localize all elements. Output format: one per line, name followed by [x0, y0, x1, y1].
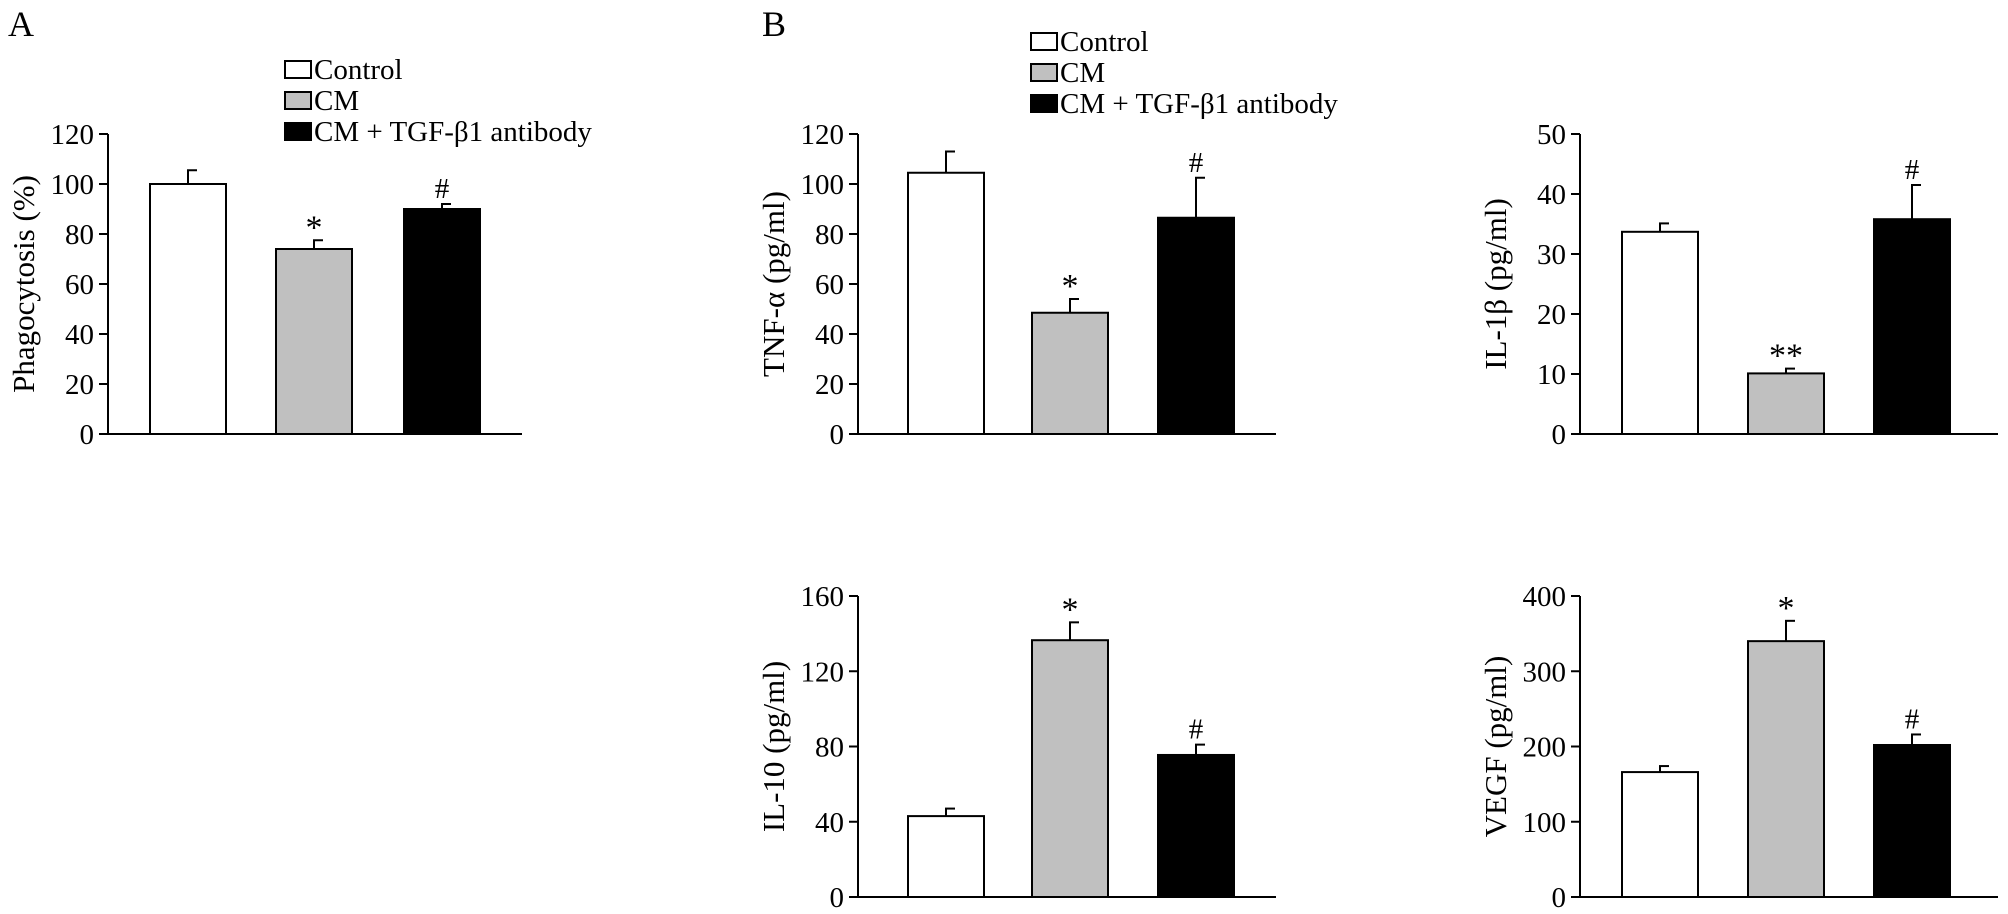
bar [1157, 216, 1235, 435]
legend-swatch-cm-antibody [1030, 94, 1058, 113]
y-tick-label: 0 [1552, 882, 1567, 914]
legend-swatch-cm [284, 91, 312, 110]
legend-item: Control [1030, 26, 1338, 57]
bar [1621, 771, 1699, 899]
legend-item: Control [284, 54, 592, 85]
y-tick-label: 20 [65, 369, 94, 401]
y-tick-label: 10 [1537, 359, 1566, 391]
legend-item: CM [1030, 57, 1338, 88]
y-tick-label: 50 [1537, 119, 1566, 151]
significance-marker: * [1062, 591, 1079, 628]
bar [907, 171, 985, 435]
bar [1157, 753, 1235, 899]
y-tick-label: 20 [815, 369, 844, 401]
y-tick-label: 200 [1523, 732, 1567, 764]
bar [1621, 230, 1699, 435]
y-tick-label: 300 [1523, 656, 1567, 688]
bar [1873, 218, 1951, 435]
y-tick-label: 40 [1537, 179, 1566, 211]
chart-il10: 0 40 80 120 160 IL-10 (pg/ml) * # [756, 581, 1276, 914]
bar [149, 183, 227, 435]
legend-b: Control CM CM + TGF-β1 antibody [1030, 26, 1338, 119]
legend-label-control: Control [314, 53, 403, 86]
bar [907, 815, 985, 899]
panel-label-a: A [8, 4, 34, 44]
y-tick-label: 100 [51, 169, 95, 201]
panel-label-b: B [762, 4, 787, 44]
chart-il1b: 0 10 20 30 40 50 IL-1β (pg/ml) ** # [1478, 119, 1998, 451]
y-tick-label: 160 [801, 581, 845, 613]
legend-item: CM + TGF-β1 antibody [284, 116, 592, 147]
legend-item: CM [284, 85, 592, 116]
significance-marker: # [435, 173, 450, 205]
chart-vegf: 0 100 200 300 400 VEGF (pg/ml) * # [1478, 581, 1998, 914]
legend-a: Control CM CM + TGF-β1 antibody [284, 54, 592, 147]
significance-marker: # [1905, 154, 1920, 186]
y-tick-label: 100 [801, 169, 845, 201]
significance-marker: # [1905, 703, 1920, 735]
y-tick-label: 40 [815, 319, 844, 351]
bar [1031, 311, 1109, 435]
significance-marker: # [1189, 147, 1204, 179]
y-tick-label: 80 [815, 732, 844, 764]
y-tick-label: 60 [65, 269, 94, 301]
legend-swatch-control [284, 60, 312, 79]
bar [1031, 639, 1109, 898]
y-tick-label: 80 [65, 219, 94, 251]
y-tick-label: 0 [830, 419, 845, 451]
y-tick-label: 100 [1523, 807, 1567, 839]
legend-label-control: Control [1060, 25, 1149, 58]
y-axis-label: IL-1β (pg/ml) [1478, 198, 1513, 370]
significance-marker: # [1189, 714, 1204, 746]
y-tick-label: 20 [1537, 299, 1566, 331]
significance-marker: * [306, 209, 323, 246]
significance-marker: ** [1769, 338, 1803, 375]
significance-marker: * [1778, 590, 1795, 627]
y-tick-label: 400 [1523, 581, 1567, 613]
y-tick-label: 40 [815, 807, 844, 839]
legend-item: CM + TGF-β1 antibody [1030, 88, 1338, 119]
legend-swatch-cm-antibody [284, 122, 312, 141]
chart-tnf: 0 20 40 60 80 100 120 TNF-α (pg/ml) * # [756, 119, 1276, 451]
y-tick-label: 30 [1537, 239, 1566, 271]
bar [1873, 743, 1951, 898]
significance-marker: * [1062, 268, 1079, 305]
y-tick-label: 0 [80, 419, 95, 451]
legend-label-cm-antibody: CM + TGF-β1 antibody [1060, 87, 1338, 120]
y-tick-label: 120 [801, 119, 845, 151]
bar [1747, 372, 1825, 435]
y-tick-label: 80 [815, 219, 844, 251]
y-tick-label: 0 [830, 882, 845, 914]
legend-label-cm: CM [314, 84, 360, 117]
y-tick-label: 0 [1552, 419, 1567, 451]
y-tick-label: 120 [801, 656, 845, 688]
bar [1747, 640, 1825, 899]
legend-swatch-cm [1030, 63, 1058, 82]
y-tick-label: 40 [65, 319, 94, 351]
y-tick-label: 120 [51, 119, 95, 151]
legend-swatch-control [1030, 32, 1058, 51]
y-axis-label: IL-10 (pg/ml) [756, 661, 791, 832]
chart-phagocytosis: 0 20 40 60 80 100 120 Phagocytosis (%) * # [6, 119, 522, 451]
y-axis-label: Phagocytosis (%) [6, 175, 41, 393]
y-axis-label: VEGF (pg/ml) [1478, 656, 1513, 838]
y-tick-label: 60 [815, 269, 844, 301]
legend-label-cm-antibody: CM + TGF-β1 antibody [314, 115, 592, 148]
y-axis-label: TNF-α (pg/ml) [756, 191, 791, 377]
bar [275, 248, 353, 435]
legend-label-cm: CM [1060, 56, 1106, 89]
bar [403, 208, 481, 435]
